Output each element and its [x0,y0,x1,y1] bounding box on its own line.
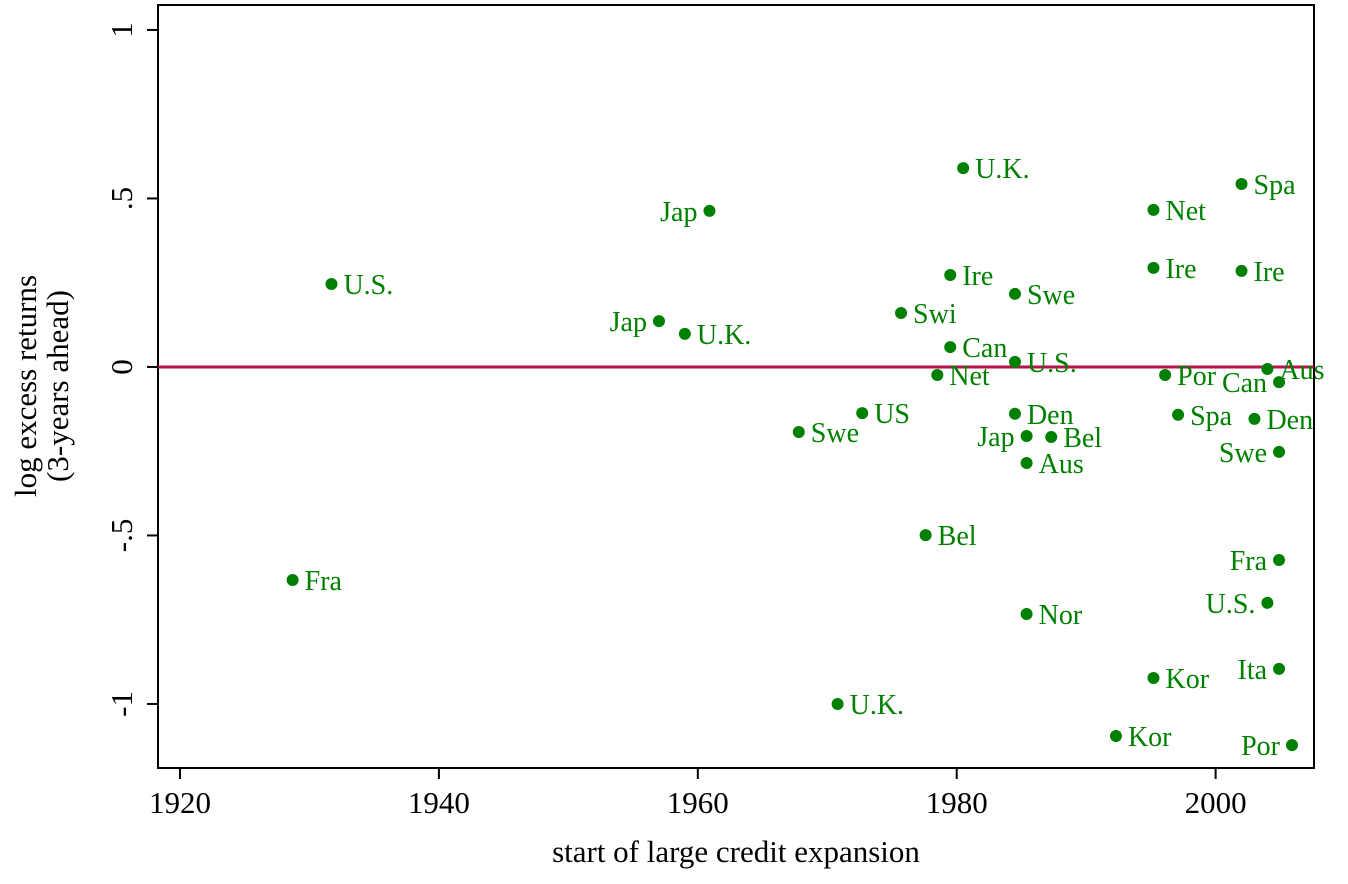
point-label: Jap [977,422,1014,453]
point-label: Ire [962,261,993,292]
point-label: Ita [1238,655,1268,686]
point-label: Kor [1128,722,1172,753]
y-tick-label: 1 [104,22,139,38]
point [895,307,908,320]
x-tick-label: 1960 [667,785,729,820]
point [1273,662,1286,675]
y-axis-title: log excess returns [8,275,43,497]
point [856,407,869,420]
point-label: U.S. [1027,348,1077,379]
point [678,327,691,340]
point-label: Por [1241,731,1281,762]
y-tick-label: -.5 [104,519,139,553]
point-label: US [874,399,910,430]
point [1273,554,1286,567]
point [944,268,957,281]
point [1020,430,1033,443]
y-axis-title: (3-years ahead) [40,290,75,482]
point [703,204,716,217]
point-label: Ire [1254,257,1285,288]
point [1147,261,1160,274]
point-label: Can [962,333,1007,364]
point [1172,408,1185,421]
point [919,529,932,542]
point [1147,672,1160,685]
point [931,369,944,382]
point-label: Ire [1165,254,1196,285]
point-label: Net [949,361,990,392]
x-tick-label: 1920 [149,785,211,820]
point [1147,203,1160,216]
y-tick-label: .5 [104,187,139,210]
point-label: Can [1222,368,1267,399]
point-label: Spa [1190,401,1233,432]
point [957,162,970,175]
point-label: Swe [811,418,859,449]
point [944,341,957,354]
point-label: U.K. [850,690,904,721]
point [1273,376,1286,389]
point-label: Net [1165,196,1206,227]
point [1008,407,1021,420]
point [1020,457,1033,470]
point-label: Swe [1219,438,1267,469]
y-tick-label: -1 [104,691,139,717]
point-label: Swe [1027,280,1075,311]
point [1248,412,1261,425]
point [1109,729,1122,742]
x-tick-label: 2000 [1185,785,1247,820]
point-label: Fra [1230,546,1268,577]
point-label: Bel [1063,423,1102,454]
point [1235,177,1248,190]
point-label: U.S. [343,270,393,301]
y-tick-label: 0 [104,359,139,375]
point-label: U.K. [975,154,1029,185]
point [1008,355,1021,368]
point-label: Fra [305,566,343,597]
point [652,315,665,328]
x-tick-label: 1940 [408,785,470,820]
point [1235,264,1248,277]
point [1008,287,1021,300]
point-label: Den [1266,405,1313,436]
point-label: Por [1177,361,1217,392]
x-axis-title: start of large credit expansion [552,834,920,869]
plot-frame [157,4,1315,769]
point-label: Kor [1165,664,1209,695]
point [1273,445,1286,458]
point [792,425,805,438]
point-label: Nor [1039,600,1083,631]
point [286,573,299,586]
point [1261,596,1274,609]
x-tick-label: 1980 [926,785,988,820]
point [1020,607,1033,620]
point-label: Jap [660,197,697,228]
point [1261,362,1274,375]
point-label: Bel [938,521,977,552]
point-label: Jap [610,307,647,338]
point [1285,739,1298,752]
point-label: Swi [913,299,957,330]
point [325,278,338,291]
point-label: U.S. [1206,589,1256,620]
point [1045,431,1058,444]
point [1159,369,1172,382]
point-label: Spa [1254,170,1297,201]
point-label: Aus [1279,355,1324,386]
point-label: Den [1027,400,1074,431]
point-label: U.K. [697,320,751,351]
point [831,697,844,710]
point-label: Aus [1039,449,1084,480]
